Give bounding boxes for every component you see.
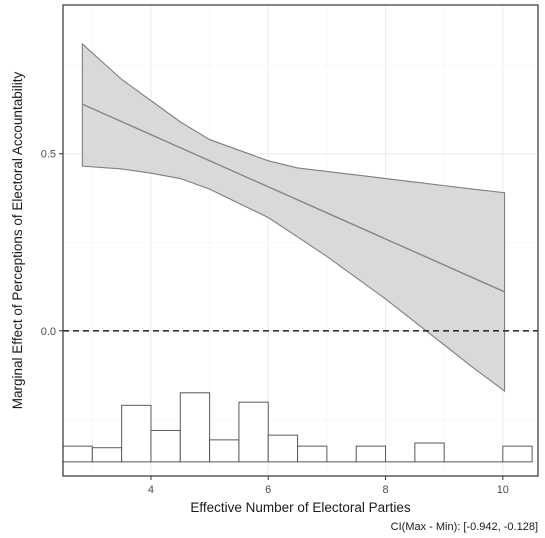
histogram-bar <box>91 447 123 463</box>
histogram-bar <box>238 401 269 463</box>
histogram-bar <box>179 392 211 463</box>
x-tick-label: 8 <box>382 484 388 496</box>
histogram <box>62 392 533 463</box>
histogram-bar <box>62 445 93 463</box>
marginal-effect-line <box>82 103 505 293</box>
x-axis: 4 6 8 10 <box>148 476 509 496</box>
histogram-bar <box>297 445 328 463</box>
panel-grid <box>63 5 538 476</box>
x-axis-title: Effective Number of Electoral Parties <box>190 500 411 515</box>
histogram-bar <box>209 439 240 463</box>
histogram-bar <box>355 445 387 463</box>
histogram-bar <box>150 429 181 463</box>
panel-border <box>62 4 539 477</box>
y-tick-label: 0.5 <box>41 149 56 161</box>
histogram-bar <box>121 404 152 463</box>
ci-caption: CI(Max - Min): [-0.942, -0.128] <box>391 521 538 533</box>
y-tick-label: 0.0 <box>41 326 56 338</box>
histogram-bar <box>414 442 445 463</box>
x-tick-label: 4 <box>148 484 154 496</box>
histogram-bar <box>502 445 533 463</box>
confidence-band <box>81 42 506 393</box>
confidence-band-area <box>81 42 506 393</box>
y-axis: 0.0 0.5 <box>41 149 63 338</box>
x-tick-label: 6 <box>265 484 271 496</box>
y-axis-title: Marginal Effect of Perceptions of Electo… <box>10 72 25 410</box>
histogram-bar <box>267 434 299 463</box>
x-tick-label: 10 <box>497 484 509 496</box>
effect-lines <box>63 103 538 332</box>
